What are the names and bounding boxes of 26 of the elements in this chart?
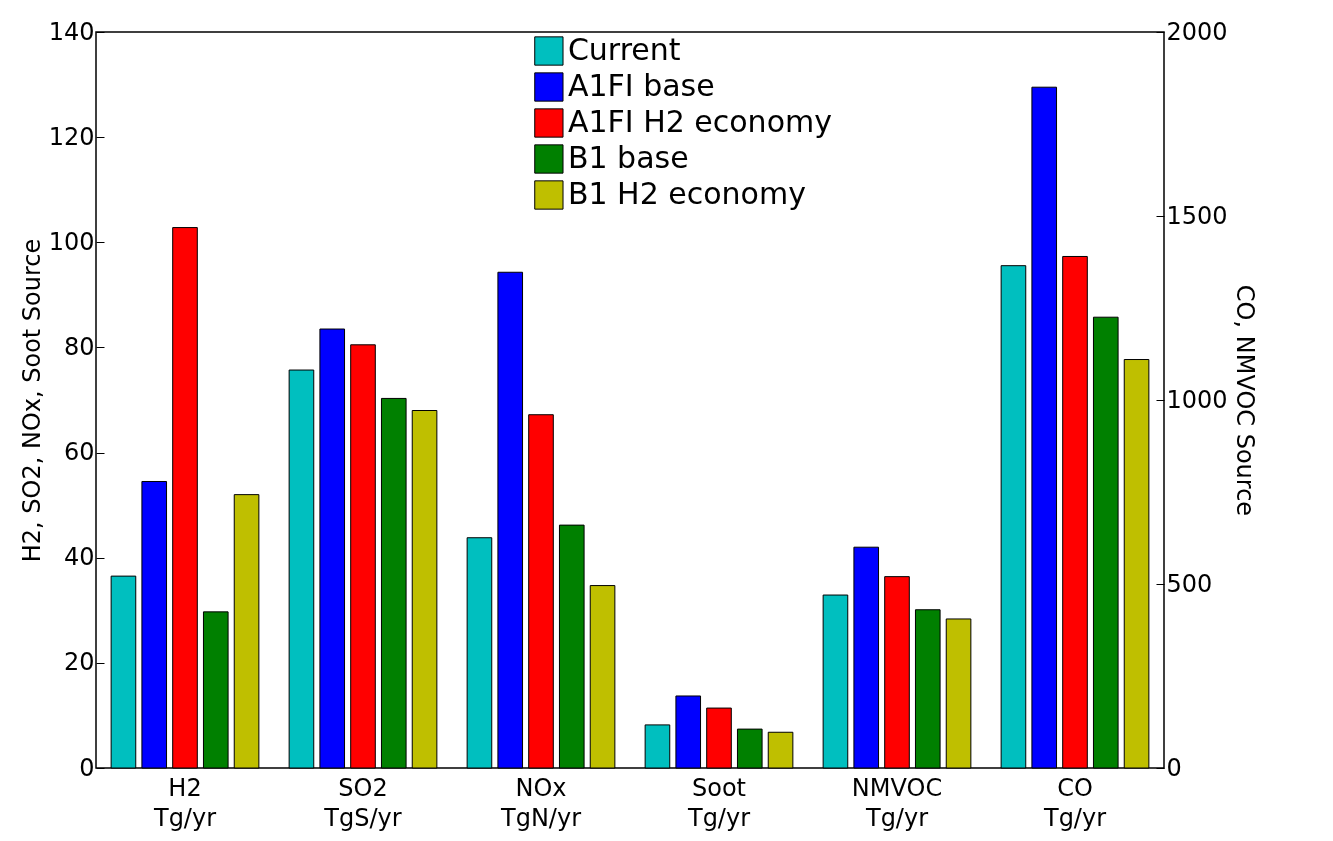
legend-label: B1 H2 economy <box>567 176 806 211</box>
y-tick-label: 100 <box>48 227 95 256</box>
x-tick-label: NOx TgN/yr <box>499 773 582 832</box>
y-tick-label: 20 <box>63 648 95 677</box>
x-tick-label: NMVOC Tg/yr <box>851 773 943 832</box>
legend-label: Current <box>567 32 681 67</box>
legend-label: B1 base <box>567 140 689 175</box>
y2-tick-label: 500 <box>1166 569 1213 598</box>
y2-tick-label: 2000 <box>1166 17 1228 46</box>
x-tick-label: SO2 TgS/yr <box>323 773 402 832</box>
y-tick-label: 60 <box>63 438 95 467</box>
legend-label: A1FI base <box>567 68 715 103</box>
y-tick-label: 80 <box>63 332 95 361</box>
x-tick-label: H2 Tg/yr <box>152 773 217 832</box>
legend-label: A1FI H2 economy <box>567 104 832 139</box>
y-tick-label: 140 <box>48 17 95 46</box>
y-tick-label: 120 <box>48 122 95 151</box>
y-axis-title: H2, SO2, NOx, Soot Source <box>17 238 46 563</box>
y2-tick-label: 1500 <box>1166 201 1228 230</box>
x-tick-label: CO Tg/yr <box>1042 773 1107 832</box>
y2-axis-title: CO, NMVOC Source <box>1230 284 1259 517</box>
y2-tick-label: 1000 <box>1166 385 1228 414</box>
x-tick-label: Soot Tg/yr <box>686 773 751 832</box>
y-tick-label: 0 <box>79 753 95 782</box>
y-tick-label: 40 <box>63 543 95 572</box>
y2-tick-label: 0 <box>1166 753 1182 782</box>
